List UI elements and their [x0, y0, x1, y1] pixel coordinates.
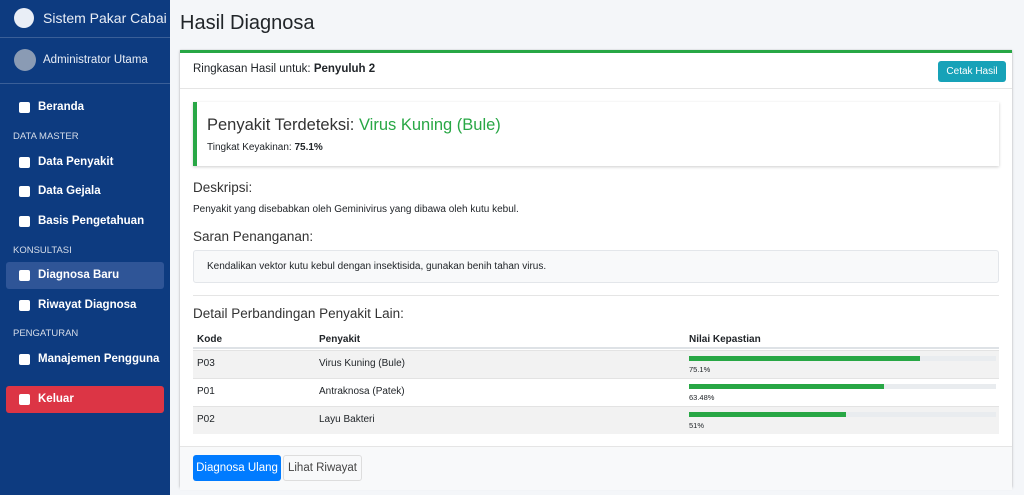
table-row: P03 Virus Kuning (Bule) 75.1%	[193, 350, 999, 378]
icon	[19, 216, 30, 227]
menu-item[interactable]: Basis Pengetahuan	[6, 208, 164, 235]
table-header	[193, 329, 999, 349]
column-header: Penyakit	[319, 334, 361, 345]
column-header: Nilai Kepastian	[689, 334, 761, 345]
print-button[interactable]: Cetak Hasil	[938, 61, 1006, 82]
icon	[19, 270, 30, 281]
confidence: Tingkat Keyakinan: 75.1%	[207, 142, 323, 153]
menu-item[interactable]: Data Penyakit	[6, 149, 164, 176]
menu-item[interactable]: Riwayat Diagnosa	[6, 292, 164, 319]
section-heading: Deskripsi:	[193, 180, 253, 195]
menu-label: Data Penyakit	[38, 156, 114, 168]
comparison-table: P03 Virus Kuning (Bule) 75.1% P01 Antraknosa…	[193, 350, 999, 434]
progress-bar	[689, 384, 884, 389]
menu-item[interactable]: Data Gejala	[6, 178, 164, 205]
cell-code: P01	[197, 386, 215, 397]
cell-disease: Layu Bakteri	[319, 414, 375, 425]
icon	[19, 300, 30, 311]
summary-label: Ringkasan Hasil untuk:	[193, 63, 311, 75]
icon	[19, 394, 30, 405]
menu-label: Beranda	[38, 101, 85, 113]
menu-header: PENGATURAN	[13, 328, 79, 339]
table-row: P02 Layu Bakteri 51%	[193, 406, 999, 434]
summary: Ringkasan Hasil untuk: Penyuluh 2	[193, 63, 375, 75]
diagnose-again-button[interactable]: Diagnosa Ulang	[193, 455, 281, 481]
menu-item-active[interactable]: Diagnosa Baru	[6, 262, 164, 289]
sidebar: Sistem Pakar Cabai Administrator Utama B…	[0, 0, 170, 495]
divider	[0, 37, 170, 38]
icon	[19, 186, 30, 197]
icon	[19, 354, 30, 365]
progress-label: 75.1%	[689, 365, 711, 374]
detected: Penyakit Terdeteksi: Virus Kuning (Bule)	[207, 116, 501, 135]
brand-logo	[14, 8, 34, 28]
result-callout: Penyakit Terdeteksi: Virus Kuning (Bule)…	[193, 102, 999, 166]
avatar	[14, 49, 36, 71]
menu-header: KONSULTASI	[13, 245, 72, 256]
column-header: Kode	[197, 334, 222, 345]
section-heading: Saran Penanganan:	[193, 229, 314, 244]
result-card: Ringkasan Hasil untuk: Penyuluh 2 Cetak …	[180, 50, 1012, 490]
divider	[0, 83, 170, 84]
user-name[interactable]: Administrator Utama	[43, 54, 148, 66]
history-button[interactable]: Lihat Riwayat	[283, 455, 362, 481]
menu-header: DATA MASTER	[13, 131, 79, 142]
progress-bar	[689, 412, 846, 417]
menu-label: Data Gejala	[38, 185, 101, 197]
progress-track	[689, 412, 996, 417]
menu-item[interactable]: Beranda	[6, 94, 164, 121]
divider	[193, 295, 999, 296]
icon	[19, 102, 30, 113]
menu-item[interactable]: Manajemen Pengguna	[6, 346, 164, 373]
cell-code: P03	[197, 358, 215, 369]
page-title: Hasil Diagnosa	[180, 12, 315, 34]
cell-disease: Antraknosa (Patek)	[319, 386, 405, 397]
brand-name[interactable]: Sistem Pakar Cabai	[43, 10, 167, 26]
confidence-label: Tingkat Keyakinan:	[207, 142, 292, 153]
menu-label: Manajemen Pengguna	[38, 353, 160, 365]
progress-label: 63.48%	[689, 393, 715, 402]
menu-label: Riwayat Diagnosa	[38, 299, 137, 311]
divider	[180, 88, 1012, 89]
cell-code: P02	[197, 414, 215, 425]
treatment-box: Kendalikan vektor kutu kebul dengan inse…	[193, 250, 999, 283]
progress-track	[689, 356, 996, 361]
progress-label: 51%	[689, 421, 705, 430]
description-text: Penyakit yang disebabkan oleh Geminiviru…	[193, 204, 519, 215]
section-heading: Detail Perbandingan Penyakit Lain:	[193, 306, 404, 321]
menu-label: Diagnosa Baru	[38, 269, 120, 281]
summary-name: Penyuluh 2	[313, 63, 376, 75]
cell-disease: Virus Kuning (Bule)	[319, 358, 405, 369]
menu-label: Keluar	[38, 393, 74, 405]
icon	[19, 157, 30, 168]
detected-disease: Virus Kuning (Bule)	[358, 116, 501, 134]
treatment-text: Kendalikan vektor kutu kebul dengan inse…	[207, 261, 547, 272]
menu-label: Basis Pengetahuan	[38, 215, 145, 227]
logout-button[interactable]: Keluar	[6, 386, 164, 413]
detected-label: Penyakit Terdeteksi:	[207, 116, 355, 134]
confidence-value: 75.1%	[294, 142, 323, 153]
progress-bar	[689, 356, 920, 361]
table-row: P01 Antraknosa (Patek) 63.48%	[193, 378, 999, 406]
progress-track	[689, 384, 996, 389]
